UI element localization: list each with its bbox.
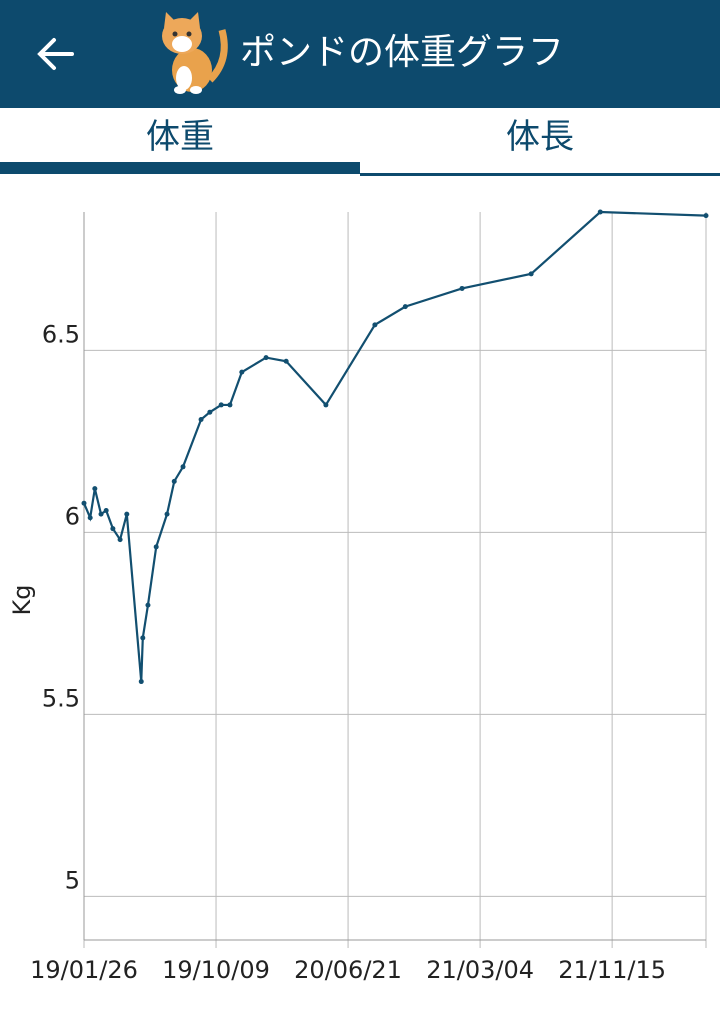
data-point: [103, 507, 109, 513]
screen-title: ポンドの体重グラフ: [240, 32, 565, 73]
tab-length[interactable]: 体長: [506, 117, 574, 157]
data-point: [459, 285, 465, 291]
data-point: [140, 635, 146, 641]
data-point: [227, 402, 233, 408]
x-tick-label: 21/11/15: [558, 956, 666, 984]
data-point: [263, 355, 269, 361]
tab-weight[interactable]: 体重: [146, 117, 214, 157]
data-point: [198, 416, 204, 422]
data-point: [145, 602, 151, 608]
y-tick-label: 5.5: [42, 684, 80, 712]
x-tick-label: 21/03/04: [426, 956, 534, 984]
data-point: [703, 213, 709, 219]
weight-line: [82, 210, 707, 682]
tab-divider: [360, 173, 720, 176]
data-point: [218, 402, 224, 408]
data-point: [87, 515, 93, 521]
data-point: [528, 271, 534, 277]
data-point: [117, 537, 123, 543]
data-point: [124, 511, 130, 517]
back-button[interactable]: [37, 38, 74, 70]
y-axis-label: Kg: [8, 585, 36, 616]
x-tick-label: 20/06/21: [294, 956, 402, 984]
y-tick-label: 6.5: [42, 320, 80, 348]
tab-indicator: [0, 162, 360, 174]
data-point: [138, 679, 144, 685]
data-point: [597, 209, 603, 215]
data-point: [81, 500, 87, 506]
data-point: [323, 402, 329, 408]
data-point: [207, 409, 213, 415]
data-point: [283, 358, 289, 364]
data-point: [180, 464, 186, 470]
y-tick-label: 5: [65, 866, 80, 894]
data-point: [239, 369, 245, 375]
data-point: [92, 486, 98, 492]
data-point: [164, 511, 170, 517]
data-point: [153, 544, 159, 550]
data-point: [171, 478, 177, 484]
data-point: [402, 304, 408, 310]
header-icons: [37, 12, 228, 94]
app-bar: ポンドの体重グラフ: [0, 0, 720, 108]
data-point: [110, 526, 116, 532]
cat-icon: [162, 12, 228, 94]
data-point: [372, 322, 378, 328]
x-tick-label: 19/10/09: [162, 956, 270, 984]
chart: Kg 5 5.5 6 6.5 19/01/26 19/10/09 20/06/21 21/03…: [8, 209, 709, 984]
x-tick-label: 19/01/26: [30, 956, 138, 984]
y-tick-label: 6: [65, 502, 80, 530]
data-point: [98, 511, 104, 517]
